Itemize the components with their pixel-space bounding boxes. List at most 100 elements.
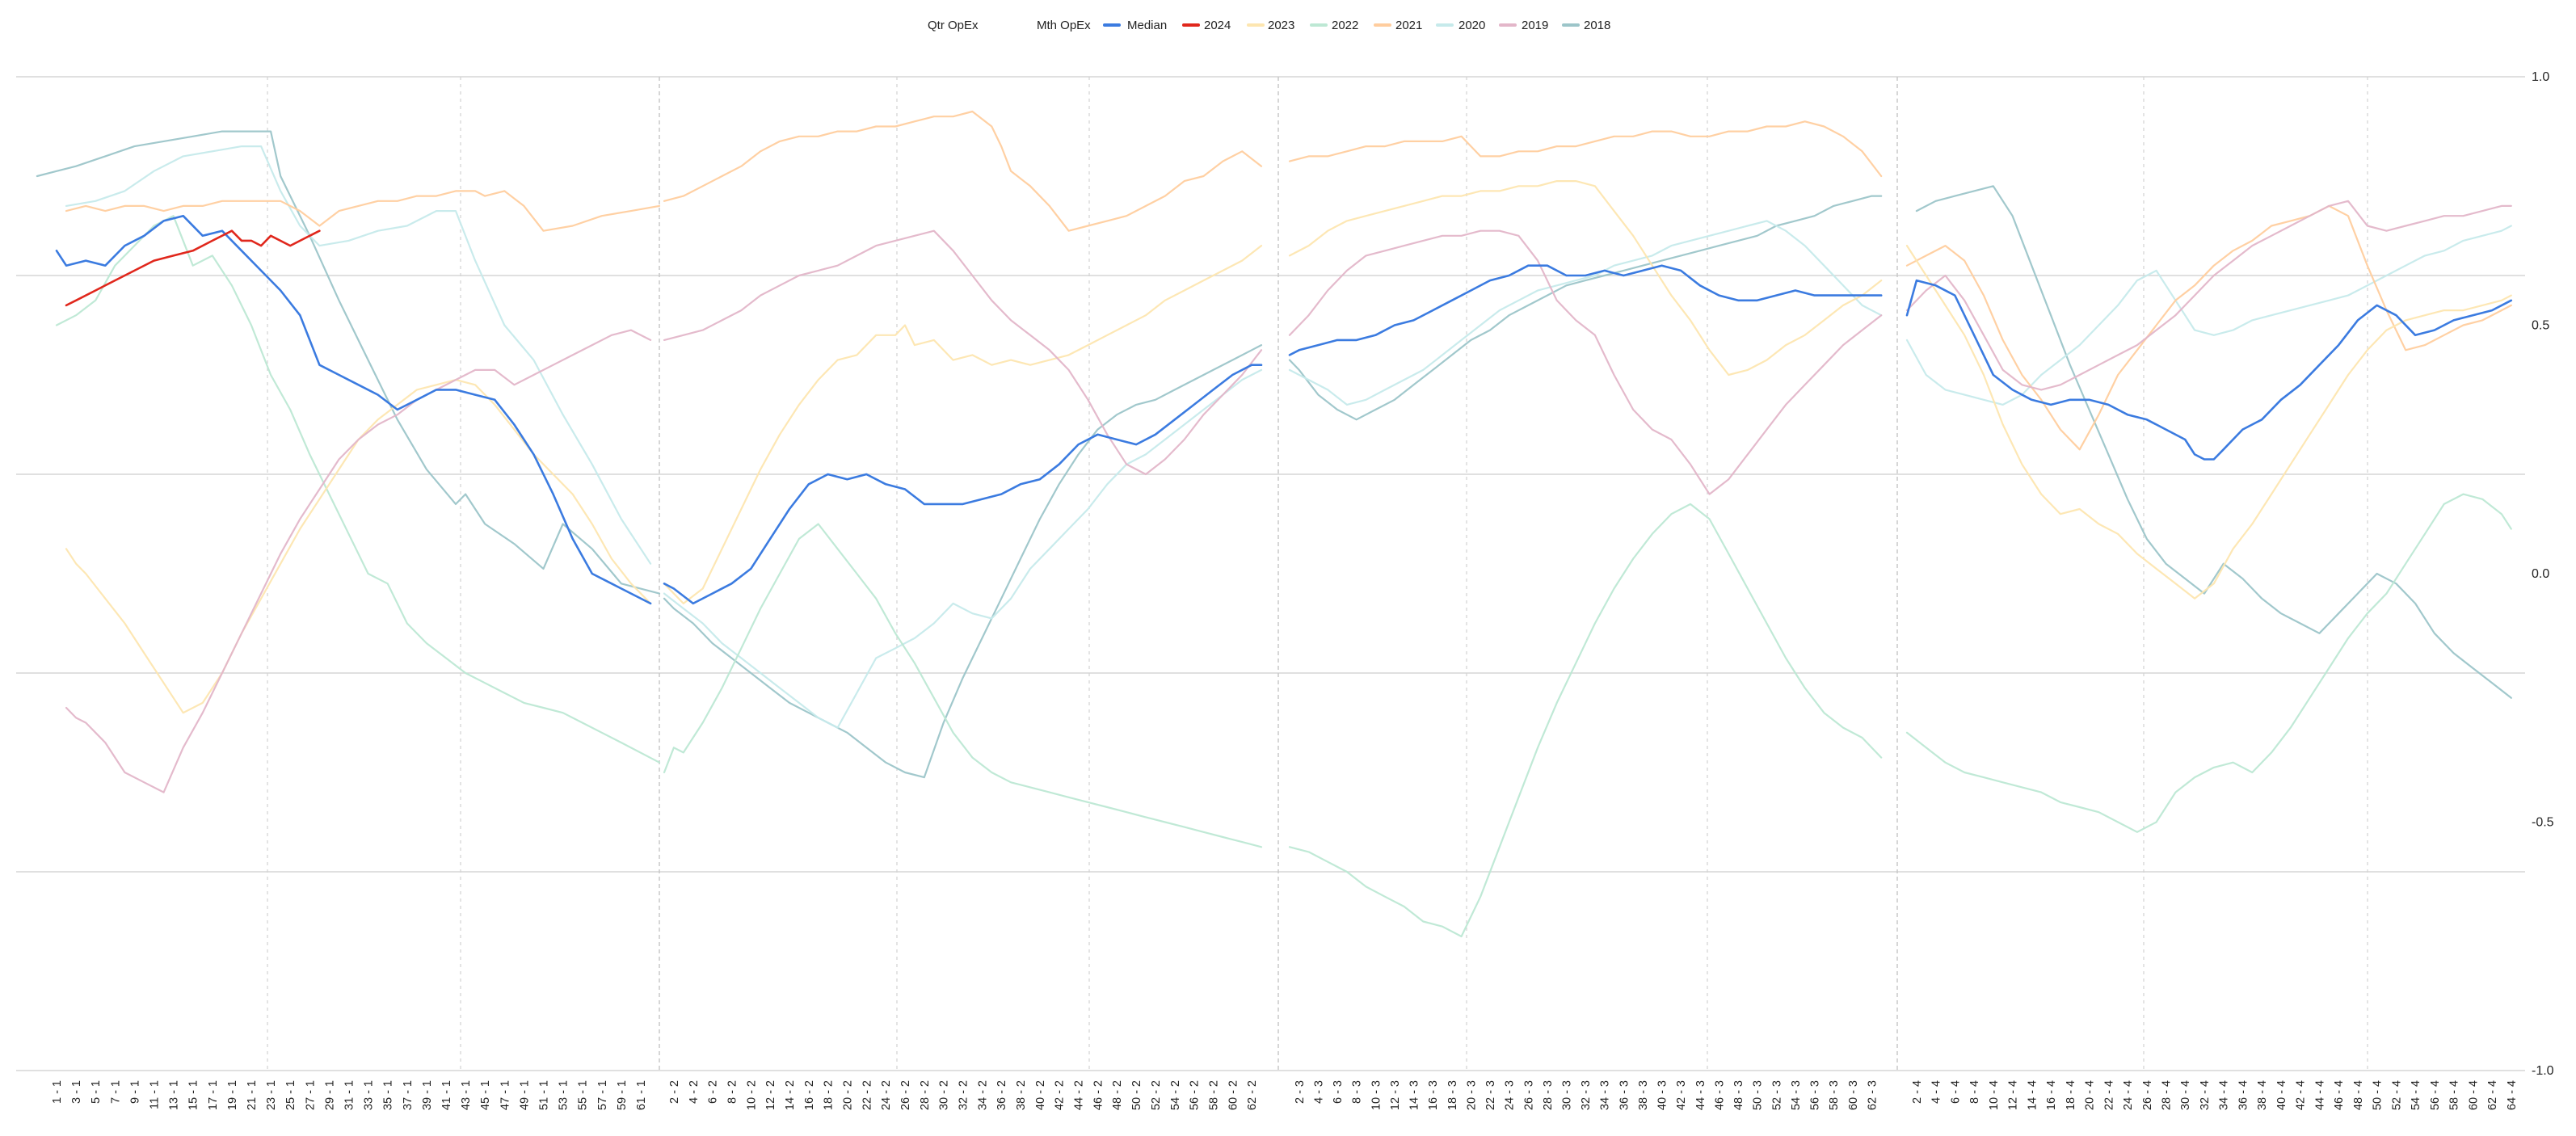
x-tick-label: 44 - 3 [1694, 1080, 1707, 1110]
series-line-2021-q4 [1905, 204, 2512, 451]
x-tick-label: 58 - 3 [1828, 1080, 1841, 1110]
x-tick-label: 44 - 2 [1073, 1080, 1086, 1110]
x-tick-label: 36 - 2 [995, 1080, 1008, 1110]
series-line-2019-q4 [1905, 200, 2512, 391]
x-tick-label: 22 - 3 [1484, 1080, 1497, 1110]
x-tick-label: 34 - 4 [2218, 1080, 2231, 1110]
x-tick-label: 50 - 2 [1130, 1080, 1143, 1110]
x-tick-label: 10 - 2 [745, 1080, 758, 1110]
series-line-2023-q2 [663, 245, 1263, 605]
series-line-2023-q3 [1288, 180, 1883, 377]
x-tick-label: 29 - 1 [323, 1080, 336, 1110]
x-tick-label: 40 - 2 [1034, 1080, 1047, 1110]
series-line-2022-q1 [55, 215, 661, 764]
x-tick-label: 50 - 3 [1752, 1080, 1765, 1110]
x-tick-label: 60 - 3 [1847, 1080, 1860, 1110]
x-tick-label: 46 - 3 [1713, 1080, 1726, 1110]
x-tick-label: 21 - 1 [246, 1080, 259, 1110]
x-tick-label: 38 - 2 [1015, 1080, 1028, 1110]
x-tick-label: 59 - 1 [616, 1080, 629, 1110]
x-tick-label: 60 - 4 [2467, 1080, 2480, 1110]
x-tick-label: 34 - 2 [976, 1080, 989, 1110]
series-line-2023-q4 [1905, 245, 2512, 600]
legend-item-2021[interactable]: 2021 [1374, 19, 1422, 32]
x-tick-label: 46 - 2 [1092, 1080, 1105, 1110]
series-line-2018-q4 [1915, 185, 2512, 699]
x-tick-label: 22 - 2 [861, 1080, 873, 1110]
x-tick-label: 25 - 1 [284, 1080, 297, 1110]
x-tick-label: 49 - 1 [518, 1080, 531, 1110]
y-tick-label: 1.0 [2532, 70, 2549, 84]
x-tick-label: 62 - 2 [1246, 1080, 1259, 1110]
legend-item-2019[interactable]: 2019 [1499, 19, 1548, 32]
x-tick-label: 54 - 4 [2410, 1080, 2422, 1110]
x-tick-label: 6 - 3 [1332, 1080, 1345, 1104]
x-tick-label: 47 - 1 [499, 1080, 511, 1110]
x-tick-label: 30 - 3 [1561, 1080, 1574, 1110]
x-tick-label: 4 - 4 [1930, 1080, 1943, 1104]
series-line-2024-q1 [65, 229, 321, 307]
y-tick-label: 0.5 [2532, 319, 2549, 333]
x-tick-label: 20 - 3 [1465, 1080, 1478, 1110]
x-tick-label: 46 - 4 [2333, 1080, 2346, 1110]
x-tick-label: 52 - 2 [1150, 1080, 1163, 1110]
legend-item-2020[interactable]: 2020 [1436, 19, 1485, 32]
y-tick-label: -0.5 [2532, 816, 2554, 830]
legend-item-2024[interactable]: 2024 [1182, 19, 1231, 32]
legend-label: 2020 [1458, 19, 1485, 32]
x-axis: 1 - 1 3 - 1 5 - 1 7 - 1 9 - 1 11 - 1 13 - 1 15 … [51, 1080, 2519, 1110]
x-tick-label: 62 - 3 [1866, 1080, 1879, 1110]
x-tick-label: 4 - 3 [1312, 1080, 1325, 1104]
x-tick-label: 13 - 1 [168, 1080, 181, 1110]
x-tick-label: 56 - 2 [1189, 1080, 1202, 1110]
grid-layer [16, 76, 2525, 1071]
x-tick-label: 24 - 4 [2122, 1080, 2135, 1110]
x-tick-label: 20 - 2 [842, 1080, 855, 1110]
x-tick-label: 56 - 4 [2429, 1080, 2442, 1110]
x-tick-label: 30 - 2 [938, 1080, 951, 1110]
x-tick-label: 37 - 1 [402, 1080, 415, 1110]
series-line-2018-q3 [1288, 195, 1883, 421]
x-tick-label: 48 - 4 [2352, 1080, 2365, 1110]
series-line-2019-q1 [65, 329, 652, 793]
legend-item-mth-opex[interactable]: Mth OpEx [1037, 19, 1091, 32]
legend-item-qtr-opex[interactable]: Qtr OpEx [928, 19, 979, 32]
legend-label: 2021 [1395, 19, 1422, 32]
x-tick-label: 56 - 3 [1809, 1080, 1822, 1110]
x-tick-label: 27 - 1 [304, 1080, 317, 1110]
legend-item-2018[interactable]: 2018 [1562, 19, 1610, 32]
x-tick-label: 23 - 1 [265, 1080, 278, 1110]
x-tick-label: 11 - 1 [149, 1080, 162, 1109]
series-line-2022-q2 [663, 523, 1263, 848]
series-line-2019-q2 [663, 229, 1263, 476]
x-tick-label: 51 - 1 [538, 1080, 551, 1110]
x-tick-label: 8 - 4 [1968, 1080, 1981, 1104]
legend-item-median[interactable]: Median [1103, 19, 1167, 32]
x-tick-label: 22 - 4 [2102, 1080, 2115, 1110]
x-tick-label: 2 - 4 [1911, 1080, 1924, 1104]
x-tick-label: 5 - 1 [90, 1080, 103, 1104]
x-tick-label: 18 - 2 [823, 1080, 836, 1110]
x-tick-label: 62 - 4 [2486, 1080, 2499, 1110]
x-tick-label: 8 - 2 [726, 1080, 739, 1104]
series-line-2020-q1 [65, 145, 652, 565]
x-tick-label: 55 - 1 [577, 1080, 590, 1110]
x-tick-label: 6 - 4 [1949, 1080, 1962, 1104]
x-tick-label: 14 - 4 [2026, 1080, 2039, 1110]
y-tick-label: -1.0 [2532, 1064, 2554, 1078]
legend-item-2022[interactable]: 2022 [1310, 19, 1358, 32]
x-tick-label: 14 - 2 [784, 1080, 797, 1110]
x-tick-label: 3 - 1 [70, 1080, 83, 1104]
series-line-2021-q2 [663, 110, 1263, 232]
x-tick-label: 19 - 1 [226, 1080, 239, 1110]
x-tick-label: 16 - 4 [2045, 1080, 2058, 1110]
x-tick-label: 4 - 2 [688, 1080, 701, 1104]
x-tick-label: 42 - 4 [2295, 1080, 2308, 1110]
series-line-2022-q3 [1288, 503, 1883, 938]
x-tick-label: 10 - 4 [1988, 1080, 2001, 1110]
series-line-2020-q4 [1905, 225, 2512, 406]
series-line-2020-q2 [663, 368, 1263, 729]
legend-item-2023[interactable]: 2023 [1247, 19, 1294, 32]
x-tick-label: 7 - 1 [109, 1080, 122, 1104]
